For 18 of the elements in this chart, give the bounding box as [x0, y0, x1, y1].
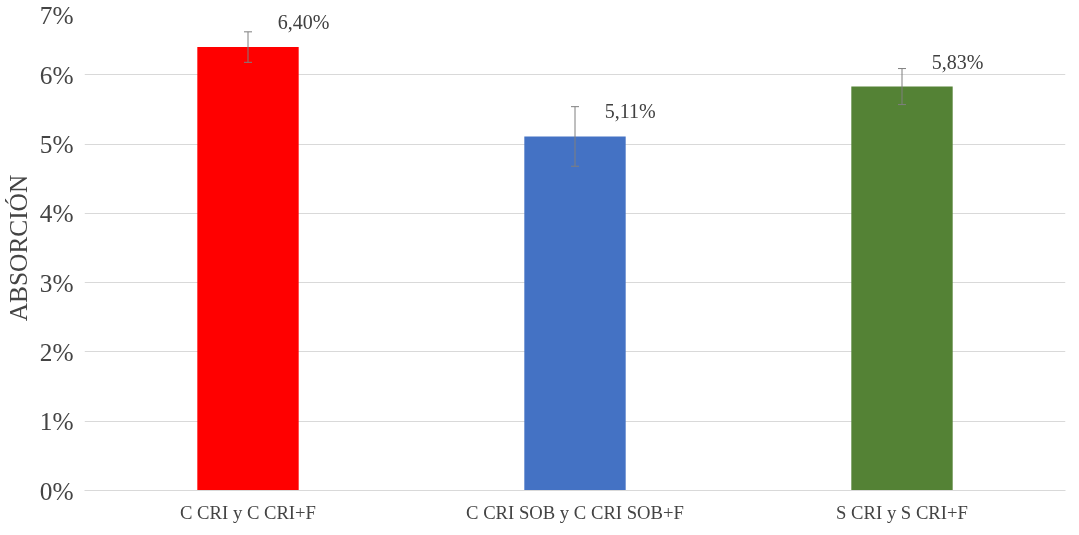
- bar: [851, 86, 953, 491]
- y-tick-label: 7%: [39, 0, 74, 29]
- x-tick-label: C CRI y C CRI+F: [180, 501, 316, 523]
- y-tick-label: 2%: [39, 337, 74, 366]
- y-axis-title: ABSORCIÓN: [3, 174, 32, 322]
- data-label: 5,83%: [931, 50, 984, 73]
- bar: [197, 47, 299, 491]
- y-tick-label: 4%: [39, 199, 74, 228]
- data-label: 6,40%: [277, 11, 330, 34]
- data-label: 5,11%: [604, 100, 656, 123]
- bar: [524, 136, 626, 491]
- x-tick-label: S CRI y S CRI+F: [836, 501, 968, 523]
- x-tick-label: C CRI SOB y C CRI SOB+F: [466, 501, 684, 523]
- y-tick-label: 0%: [39, 476, 74, 505]
- y-tick-label: 5%: [39, 130, 74, 159]
- y-tick-label: 6%: [39, 60, 74, 89]
- y-tick-label: 3%: [39, 268, 74, 297]
- y-tick-label: 1%: [39, 407, 74, 436]
